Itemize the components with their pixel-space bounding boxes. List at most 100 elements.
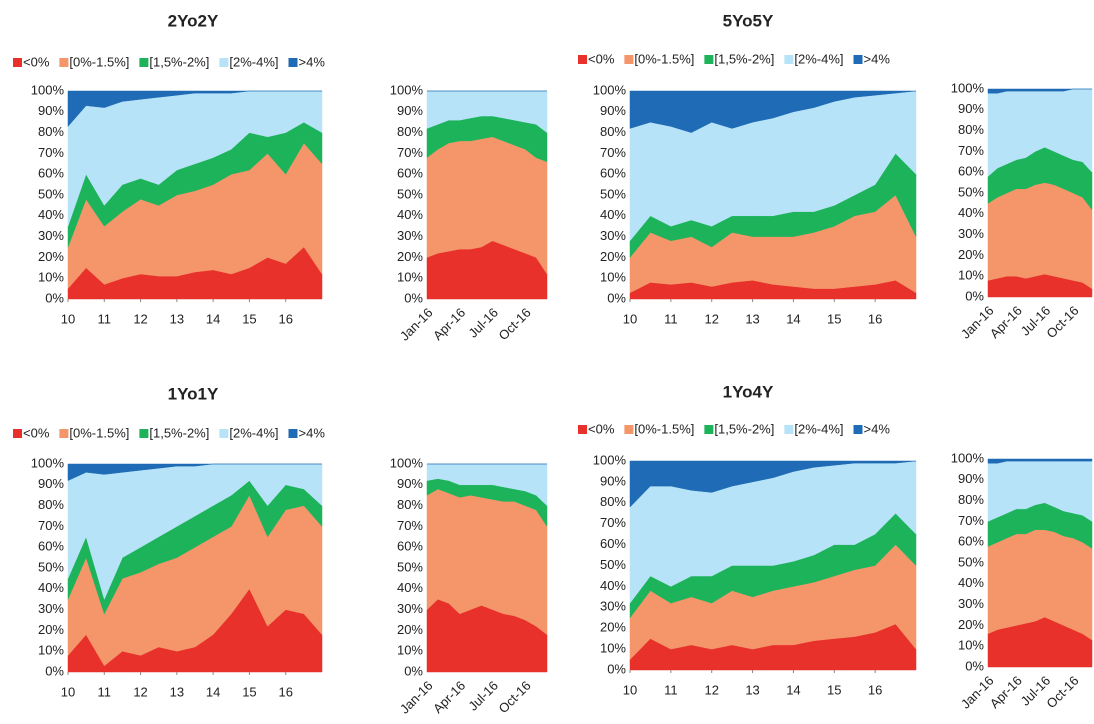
legend-label: <0% bbox=[23, 425, 50, 440]
x-tick-label: Oct-16 bbox=[1043, 303, 1081, 341]
x-tick-label: 13 bbox=[745, 682, 759, 697]
y-tick-label: 0% bbox=[607, 290, 626, 305]
y-tick-label: 80% bbox=[397, 497, 423, 512]
x-tick-label: 16 bbox=[868, 682, 882, 697]
legend-label: <0% bbox=[23, 54, 50, 69]
y-tick-label: 40% bbox=[397, 580, 423, 595]
legend-swatch bbox=[139, 58, 149, 67]
legend-swatch bbox=[704, 425, 714, 434]
y-tick-label: 0% bbox=[404, 663, 423, 678]
y-tick-label: 90% bbox=[397, 103, 423, 118]
legend-label: [1,5%-2%] bbox=[714, 51, 774, 66]
area-series bbox=[67, 90, 322, 128]
y-tick-label: 10% bbox=[397, 643, 423, 658]
y-tick-label: 80% bbox=[600, 124, 626, 139]
x-tick-label: 15 bbox=[242, 684, 256, 699]
y-tick-label: 0% bbox=[965, 288, 984, 303]
legend-swatch bbox=[853, 55, 863, 64]
y-tick-label: 100% bbox=[390, 455, 424, 470]
y-tick-label: 100% bbox=[31, 82, 65, 97]
y-tick-label: 60% bbox=[38, 539, 64, 554]
y-tick-label: 0% bbox=[607, 661, 626, 676]
x-tick-label: Jul-16 bbox=[465, 678, 501, 714]
y-tick-label: 100% bbox=[390, 82, 424, 97]
y-tick-label: 50% bbox=[600, 557, 626, 572]
legend-label: >4% bbox=[864, 421, 891, 436]
y-tick-label: 50% bbox=[38, 186, 64, 201]
x-tick-label: Apr-16 bbox=[987, 673, 1025, 711]
y-tick-label: 40% bbox=[38, 580, 64, 595]
legend-label: <0% bbox=[588, 421, 615, 436]
y-tick-label: 40% bbox=[397, 207, 423, 222]
y-tick-label: 90% bbox=[958, 471, 984, 486]
x-tick-label: 10 bbox=[623, 311, 637, 326]
legend-swatch bbox=[219, 429, 229, 438]
legend-swatch bbox=[59, 58, 69, 67]
y-tick-label: 10% bbox=[958, 638, 984, 653]
chart-title: 2Yo2Y bbox=[168, 11, 219, 30]
y-tick-label: 20% bbox=[397, 249, 423, 264]
y-tick-label: 90% bbox=[38, 476, 64, 491]
x-tick-label: 10 bbox=[61, 684, 75, 699]
y-tick-label: 50% bbox=[397, 559, 423, 574]
y-tick-label: 20% bbox=[38, 622, 64, 637]
y-tick-label: 0% bbox=[45, 663, 64, 678]
x-tick-label: 10 bbox=[61, 311, 75, 326]
x-tick-label: Apr-16 bbox=[987, 303, 1025, 341]
y-tick-label: 90% bbox=[397, 476, 423, 491]
legend-swatch bbox=[13, 429, 22, 438]
y-tick-label: 50% bbox=[397, 186, 423, 201]
y-tick-label: 80% bbox=[38, 497, 64, 512]
y-tick-label: 90% bbox=[600, 473, 626, 488]
legend-label: [0%-1.5%] bbox=[634, 51, 694, 66]
x-tick-label: 14 bbox=[206, 311, 220, 326]
y-tick-label: 70% bbox=[600, 145, 626, 160]
x-tick-label: Jan-16 bbox=[397, 305, 436, 344]
x-tick-label: Apr-16 bbox=[430, 305, 468, 343]
y-tick-label: 80% bbox=[958, 122, 984, 137]
x-tick-label: Oct-16 bbox=[496, 305, 534, 343]
legend-swatch bbox=[784, 55, 794, 64]
y-tick-label: 90% bbox=[958, 101, 984, 116]
y-tick-label: 100% bbox=[593, 452, 627, 467]
y-tick-label: 10% bbox=[600, 270, 626, 285]
x-tick-label: 14 bbox=[786, 311, 800, 326]
y-tick-label: 0% bbox=[45, 290, 64, 305]
x-tick-label: 16 bbox=[278, 684, 292, 699]
y-tick-label: 60% bbox=[600, 536, 626, 551]
legend-swatch bbox=[853, 425, 863, 434]
y-tick-label: 40% bbox=[600, 207, 626, 222]
x-tick-label: 11 bbox=[98, 684, 112, 699]
y-tick-label: 70% bbox=[958, 143, 984, 158]
area-series bbox=[987, 88, 1092, 94]
x-tick-label: 11 bbox=[664, 682, 678, 697]
legend-swatch bbox=[219, 58, 229, 67]
legend-label: [2%-4%] bbox=[794, 51, 843, 66]
y-tick-label: 90% bbox=[38, 103, 64, 118]
y-tick-label: 10% bbox=[38, 270, 64, 285]
legend-label: >4% bbox=[299, 54, 326, 69]
y-tick-label: 100% bbox=[951, 80, 985, 95]
legend-swatch bbox=[13, 58, 22, 67]
legend-swatch bbox=[624, 425, 634, 434]
y-tick-label: 30% bbox=[958, 226, 984, 241]
y-tick-label: 30% bbox=[600, 599, 626, 614]
y-tick-label: 80% bbox=[958, 492, 984, 507]
y-tick-label: 30% bbox=[38, 601, 64, 616]
x-tick-label: Oct-16 bbox=[496, 678, 534, 716]
y-tick-label: 10% bbox=[397, 270, 423, 285]
chart-title: 1Yo4Y bbox=[723, 382, 774, 401]
y-tick-label: 60% bbox=[958, 534, 984, 549]
y-tick-label: 100% bbox=[31, 455, 65, 470]
y-tick-label: 20% bbox=[600, 249, 626, 264]
legend-label: [1,5%-2%] bbox=[149, 54, 209, 69]
y-tick-label: 70% bbox=[958, 513, 984, 528]
legend-label: >4% bbox=[864, 51, 891, 66]
legend-label: [0%-1.5%] bbox=[69, 425, 129, 440]
legend-swatch bbox=[784, 425, 794, 434]
area-series bbox=[987, 182, 1093, 290]
x-tick-label: 10 bbox=[623, 682, 637, 697]
y-tick-label: 20% bbox=[38, 249, 64, 264]
y-tick-label: 40% bbox=[38, 207, 64, 222]
